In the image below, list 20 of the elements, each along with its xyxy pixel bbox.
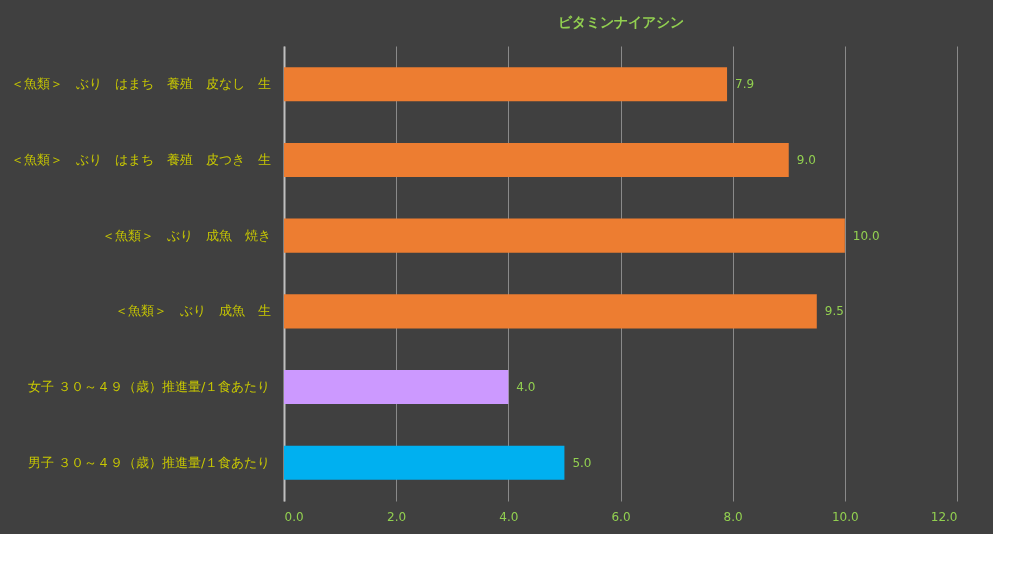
- y-tick-label: 女子 ３０～４９（歳）推進量/１食あたり: [27, 379, 271, 395]
- x-tick-label: 0.0: [284, 509, 304, 524]
- data-label: 9.5: [824, 304, 844, 319]
- data-label: 9.0: [796, 152, 816, 167]
- x-tick-label: 6.0: [611, 509, 631, 524]
- data-label: 5.0: [572, 455, 592, 470]
- data-label: 4.0: [516, 380, 536, 395]
- data-label: 10.0: [852, 228, 880, 243]
- y-tick-label: ＜魚類＞ ぶり はまち 養殖 皮つき 生: [10, 151, 271, 167]
- x-tick-label: 8.0: [723, 509, 743, 524]
- x-tick-label: 4.0: [499, 509, 519, 524]
- y-tick-label: 男子 ３０～４９（歳）推進量/１食あたり: [27, 454, 271, 470]
- y-tick-label: ＜魚類＞ ぶり 成魚 焼き: [101, 227, 271, 243]
- data-label: 7.9: [735, 77, 755, 92]
- y-tick-label: ＜魚類＞ ぶり 成魚 生: [114, 303, 271, 319]
- y-tick-label: ＜魚類＞ ぶり はまち 養殖 皮なし 生: [10, 76, 271, 92]
- chart-title: ビタミンナイアシン: [557, 14, 684, 30]
- x-tick-label: 12.0: [930, 509, 958, 524]
- x-tick-label: 2.0: [387, 509, 407, 524]
- x-tick-label: 10.0: [831, 509, 859, 524]
